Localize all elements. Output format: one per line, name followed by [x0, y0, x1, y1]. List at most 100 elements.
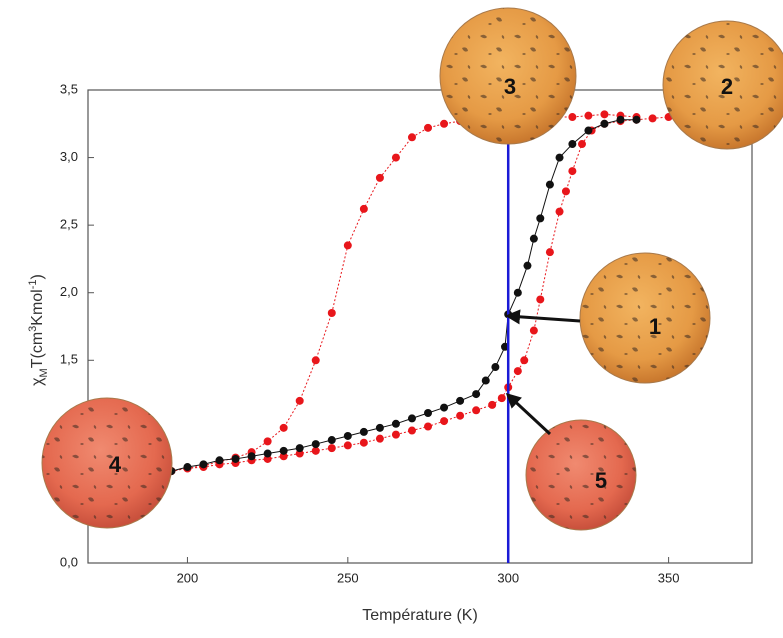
data-point	[632, 115, 641, 124]
photo-label: 4	[109, 452, 122, 477]
data-point	[424, 408, 433, 417]
data-point	[545, 248, 554, 257]
data-point	[481, 376, 490, 385]
data-point	[440, 119, 449, 128]
data-point	[263, 437, 272, 446]
data-point	[375, 434, 384, 443]
data-point	[327, 444, 336, 453]
data-point	[440, 417, 449, 426]
data-point	[215, 456, 224, 465]
data-point	[311, 446, 320, 455]
data-point	[183, 463, 192, 472]
data-point	[359, 204, 368, 213]
y-axis-title-part: -1	[27, 279, 39, 289]
data-point	[513, 367, 522, 376]
data-point	[577, 140, 586, 149]
data-point	[231, 454, 240, 463]
y-tick-label: 3,0	[60, 149, 78, 164]
data-point	[536, 214, 545, 223]
data-point	[375, 423, 384, 432]
data-point	[561, 187, 570, 196]
data-point	[529, 326, 538, 335]
data-point	[456, 396, 465, 405]
data-point	[523, 261, 532, 270]
y-axis-title-text: χMT(cm3Kmol-1)	[27, 274, 50, 386]
data-point	[520, 356, 529, 365]
data-point	[391, 430, 400, 439]
photo-label: 3	[504, 74, 516, 99]
crystal-texture	[440, 8, 576, 144]
data-point	[545, 180, 554, 189]
data-point	[497, 394, 506, 403]
data-point	[407, 133, 416, 142]
data-point	[343, 431, 352, 440]
y-tick-label: 1,5	[60, 352, 78, 367]
data-point	[555, 153, 564, 162]
data-point	[584, 126, 593, 135]
data-point	[359, 438, 368, 447]
data-point	[440, 403, 449, 412]
data-point	[279, 446, 288, 455]
data-point	[424, 123, 433, 132]
data-point	[584, 111, 593, 120]
crystal-texture	[42, 398, 172, 528]
data-point	[279, 423, 288, 432]
crystal-texture	[580, 253, 710, 383]
data-point	[600, 110, 609, 119]
data-point	[407, 426, 416, 435]
y-axis-title-part: χ	[29, 377, 46, 386]
y-axis-title-part: M	[38, 368, 50, 377]
data-point	[359, 427, 368, 436]
data-point	[343, 241, 352, 250]
data-point	[295, 396, 304, 405]
data-point	[472, 390, 481, 399]
y-tick-label: 3,5	[60, 81, 78, 96]
data-point	[263, 449, 272, 458]
y-axis-title-part: 3	[27, 326, 39, 332]
data-point	[391, 153, 400, 162]
data-point	[616, 115, 625, 124]
data-point	[311, 356, 320, 365]
photo-label: 2	[721, 74, 733, 99]
data-point	[456, 411, 465, 420]
y-tick-label: 2,0	[60, 284, 78, 299]
data-point	[568, 167, 577, 176]
data-point	[311, 440, 320, 449]
data-point	[199, 460, 208, 469]
data-point	[343, 441, 352, 450]
x-tick-label: 300	[497, 570, 519, 585]
data-point	[529, 234, 538, 243]
y-axis-title-part: Kmol	[29, 289, 46, 325]
crystal-texture	[663, 21, 783, 149]
x-tick-label: 200	[177, 570, 199, 585]
y-axis-title: χMT(cm3Kmol-1)	[27, 274, 50, 386]
data-point	[327, 308, 336, 317]
data-point	[472, 406, 481, 415]
y-tick-label: 2,5	[60, 217, 78, 232]
data-point	[600, 119, 609, 128]
data-point	[491, 363, 500, 372]
data-point	[295, 444, 304, 453]
data-point	[247, 452, 256, 461]
crystal-texture	[526, 420, 636, 530]
y-axis-title-part: T(cm	[29, 332, 46, 368]
data-point	[424, 422, 433, 431]
x-tick-label: 350	[658, 570, 680, 585]
arrow	[505, 392, 552, 436]
data-point	[568, 140, 577, 149]
x-axis-title: Température (K)	[362, 607, 478, 624]
data-point	[555, 207, 564, 216]
data-point	[407, 414, 416, 423]
data-point	[536, 295, 545, 304]
photo-label: 1	[649, 314, 661, 339]
data-point	[391, 419, 400, 428]
x-tick-label: 250	[337, 570, 359, 585]
arrow	[505, 309, 581, 325]
data-point	[648, 114, 657, 123]
y-tick-label: 0,0	[60, 554, 78, 569]
data-point	[488, 400, 497, 409]
photo-label: 5	[595, 468, 607, 493]
data-point	[327, 436, 336, 445]
data-point	[513, 288, 522, 297]
